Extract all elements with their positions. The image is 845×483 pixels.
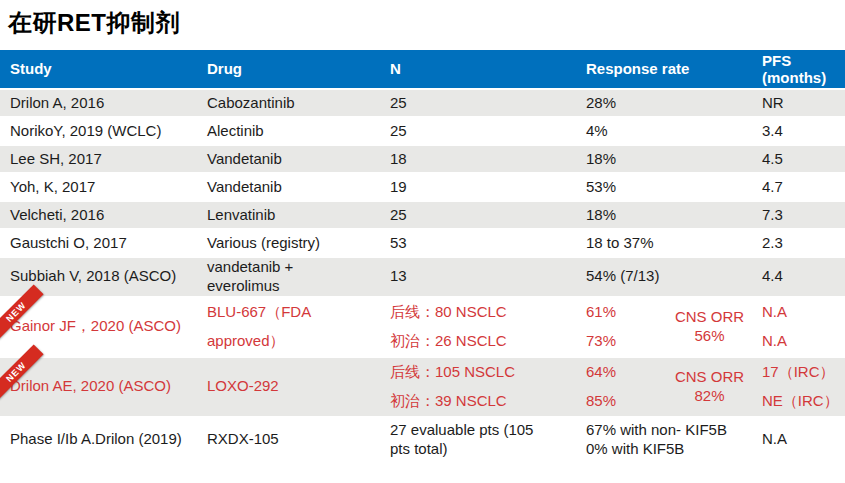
cell-drug: RXDX-105	[200, 418, 383, 462]
cns-orr-note: CNS ORR56%	[664, 298, 755, 356]
table-row: Phase I/Ib A.Drilon (2019)RXDX-10527 eva…	[0, 416, 845, 462]
response-values: 61%73%	[579, 298, 664, 356]
cell-pfs: NR	[755, 90, 845, 116]
table-row: NEWDrilon AE, 2020 (ASCO)LOXO-292后线：105 …	[0, 356, 845, 416]
cell-drug: Various (registry)	[200, 230, 383, 256]
cell-pfs: 3.4	[755, 118, 845, 144]
cell-n: 27 evaluable pts (105pts total)	[383, 418, 579, 462]
column-header-study: Study	[0, 60, 200, 77]
cell-study: Velcheti, 2016	[0, 202, 200, 228]
cell-n: 后线：80 NSCLC初治：26 NSCLC	[383, 298, 579, 356]
table-row: Subbiah V, 2018 (ASCO)vandetanib +everol…	[0, 256, 845, 296]
cell-drug: LOXO-292	[200, 358, 383, 416]
cell-drug: vandetanib +everolimus	[200, 258, 383, 296]
cell-n: 后线：105 NSCLC初治：39 NSCLC	[383, 358, 579, 416]
cell-response-rate: 4%	[579, 118, 755, 144]
cell-drug: Alectinib	[200, 118, 383, 144]
table-row: NorikoY, 2019 (WCLC)Alectinib254%3.4	[0, 116, 845, 144]
response-values: 54% (7/13)	[579, 258, 755, 296]
column-header-n: N	[383, 60, 579, 77]
table-row: Lee SH, 2017Vandetanib1818%4.5	[0, 144, 845, 172]
page-title: 在研RET抑制剂	[8, 7, 845, 39]
cell-response-rate: 67% with non- KIF5B0% with KIF5B	[579, 418, 755, 462]
table-row: Drilon A, 2016Cabozantinib2528%NR	[0, 88, 845, 116]
cell-response-rate: 54% (7/13)	[579, 258, 755, 296]
cell-drug: BLU-667（FDAapproved）	[200, 298, 383, 356]
response-values: 67% with non- KIF5B0% with KIF5B	[579, 418, 755, 462]
column-header-drug: Drug	[200, 60, 383, 77]
table-row: Gaustchi O, 2017Various (registry)5318 t…	[0, 228, 845, 256]
table-row: Yoh, K, 2017Vandetanib1953%4.7	[0, 172, 845, 200]
cell-n: 13	[383, 258, 579, 296]
cell-pfs: 7.3	[755, 202, 845, 228]
cell-response-rate: 18 to 37%	[579, 230, 755, 256]
slide-page: 在研RET抑制剂 Study Drug N Response rate PFS …	[0, 0, 845, 483]
cell-response-rate: 18%	[579, 202, 755, 228]
cell-study: Phase I/Ib A.Drilon (2019)	[0, 418, 200, 462]
title-bar: 在研RET抑制剂	[0, 0, 845, 50]
cell-drug: Vandetanib	[200, 146, 383, 172]
cell-pfs: 2.3	[755, 230, 845, 256]
response-values: 53%	[579, 174, 755, 200]
cell-response-rate: 61%73%CNS ORR56%	[579, 298, 755, 356]
cell-study: NorikoY, 2019 (WCLC)	[0, 118, 200, 144]
cell-n: 25	[383, 118, 579, 144]
cell-study: Lee SH, 2017	[0, 146, 200, 172]
cell-pfs: N.AN.A	[755, 298, 845, 356]
response-values: 18%	[579, 146, 755, 172]
cell-n: 53	[383, 230, 579, 256]
cns-orr-note: CNS ORR82%	[664, 358, 755, 416]
response-values: 18 to 37%	[579, 230, 755, 256]
table-header: Study Drug N Response rate PFS (months)	[0, 50, 845, 88]
cell-study: Gaustchi O, 2017	[0, 230, 200, 256]
cell-drug: Lenvatinib	[200, 202, 383, 228]
cell-pfs: 4.4	[755, 258, 845, 296]
column-header-pfs: PFS (months)	[755, 52, 845, 87]
cell-drug: Cabozantinib	[200, 90, 383, 116]
cell-pfs: 4.7	[755, 174, 845, 200]
table-row: Velcheti, 2016Lenvatinib2518%7.3	[0, 200, 845, 228]
cell-pfs: 17（IRC）NE（IRC）	[755, 358, 845, 416]
table-body: Drilon A, 2016Cabozantinib2528%NRNorikoY…	[0, 88, 845, 462]
column-header-response-rate: Response rate	[579, 60, 755, 77]
response-values: 4%	[579, 118, 755, 144]
table-row: NEWGainor JF，2020 (ASCO)BLU-667（FDAappro…	[0, 296, 845, 356]
cell-response-rate: 53%	[579, 174, 755, 200]
cell-pfs: N.A	[755, 418, 845, 462]
cell-n: 25	[383, 90, 579, 116]
cell-response-rate: 28%	[579, 90, 755, 116]
response-values: 64%85%	[579, 358, 664, 416]
cell-n: 25	[383, 202, 579, 228]
cell-response-rate: 18%	[579, 146, 755, 172]
cell-n: 19	[383, 174, 579, 200]
cell-study: Drilon A, 2016	[0, 90, 200, 116]
cell-response-rate: 64%85%CNS ORR82%	[579, 358, 755, 416]
response-values: 28%	[579, 90, 755, 116]
cell-pfs: 4.5	[755, 146, 845, 172]
response-values: 18%	[579, 202, 755, 228]
cell-study: Yoh, K, 2017	[0, 174, 200, 200]
cell-n: 18	[383, 146, 579, 172]
cell-drug: Vandetanib	[200, 174, 383, 200]
